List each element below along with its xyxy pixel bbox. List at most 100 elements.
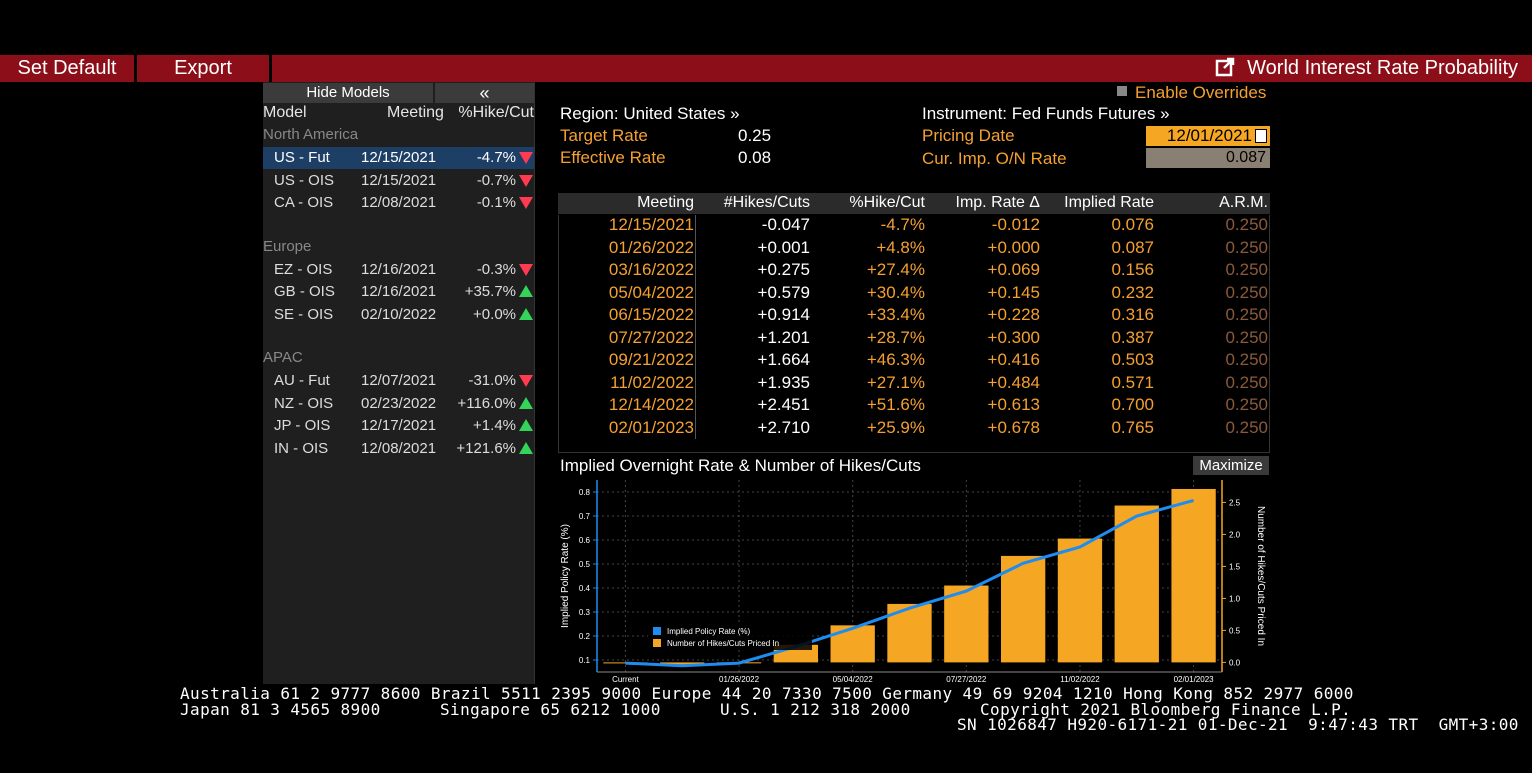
model-row[interactable]: US - OIS 12/15/2021 -0.7% [263,170,534,192]
meeting-date: 12/08/2021 [361,439,437,457]
y2-tick-label: 2.5 [1229,498,1241,507]
table-cell: 01/26/2022 [608,237,694,257]
cur-imp-rate-field[interactable]: 0.087 [1146,148,1270,168]
model-row[interactable]: SE - OIS 02/10/2022 +0.0% [263,304,534,326]
table-row[interactable]: 12/14/2022 +2.451 +51.6% +0.613 0.700 0.250 [558,395,1270,418]
pricing-date-label: Pricing Date [922,126,1015,145]
legend-swatch [653,627,661,635]
hike-cut-pct: -0.1% [476,194,516,211]
meeting-date: 02/23/2022 [361,394,437,412]
cur-imp-rate-label: Cur. Imp. O/N Rate [922,149,1067,168]
bar-hikes-cuts [1057,538,1103,663]
model-name: CA - OIS [274,194,334,211]
arrow-up-icon [519,307,533,320]
hide-models-button[interactable]: Hide Models [263,83,433,103]
table-cell: +33.4% [866,305,925,324]
table-cell: 12/14/2022 [608,395,694,414]
footer-contacts-line1: Australia 61 2 9777 8600 Brazil 5511 239… [180,684,1354,703]
column-header-hike-cut[interactable]: %Hike/Cut [458,104,534,121]
table-cell: -0.047 [761,215,810,234]
model-row[interactable]: CA - OIS 12/08/2021 -0.1% [263,192,534,214]
table-cell: 03/16/2022 [608,260,694,279]
table-cell: +0.914 [757,305,810,324]
y-tick-label: 0.7 [579,512,591,521]
table-row[interactable]: 01/26/2022 +0.001 +4.8% +0.000 0.087 0.250 [558,238,1270,261]
model-row[interactable]: NZ - OIS 02/23/2022 +116.0% [263,393,534,415]
column-header-model[interactable]: Model [263,104,307,121]
table-row[interactable]: 02/01/2023 +2.710 +25.9% +0.678 0.765 0.250 [558,418,1270,441]
table-row[interactable]: 06/15/2022 +0.914 +33.4% +0.228 0.316 0.250 [558,305,1270,328]
export-button[interactable]: Export [174,57,232,79]
model-row[interactable]: EZ - OIS 12/16/2021 -0.3% [263,259,534,281]
table-cell: 0.571 [1111,372,1154,392]
column-header-meeting[interactable]: Meeting [387,104,444,121]
table-row[interactable]: 12/15/2021 -0.047 -4.7% -0.012 0.076 0.250 [558,215,1270,238]
collapse-panel-button[interactable]: « [435,83,534,103]
arrow-down-icon [519,375,533,387]
table-cell: 0.232 [1111,282,1154,302]
table-cell: +46.3% [866,350,925,369]
model-row[interactable]: AU - Fut 12/07/2021 -31.0% [263,370,534,392]
model-row[interactable]: US - Fut 12/15/2021 -4.7% [263,147,534,169]
y-tick-label: 0.4 [579,584,591,593]
table-cell: +30.4% [866,282,925,302]
y2-tick-label: 1.0 [1229,594,1241,603]
table-cell: +4.8% [876,237,925,257]
maximize-button[interactable]: Maximize [1193,456,1269,475]
table-row[interactable]: 03/16/2022 +0.275 +27.4% +0.069 0.156 0.250 [558,260,1270,283]
enable-overrides-checkbox[interactable] [1117,86,1127,96]
table-cell: 09/21/2022 [608,350,694,369]
table-cell: +2.451 [757,395,810,414]
hike-cut-pct: -31.0% [468,372,516,389]
hike-cut-pct: +35.7% [464,283,516,300]
group-header: APAC [263,349,303,366]
model-row[interactable]: JP - OIS 12/17/2021 +1.4% [263,415,534,437]
table-cell: +0.579 [757,282,810,302]
y-tick-label: 0.3 [579,608,591,617]
table-row[interactable]: 07/27/2022 +1.201 +28.7% +0.300 0.387 0.250 [558,328,1270,351]
region-selector[interactable]: Region: United States » [560,104,740,123]
table-row[interactable]: 05/04/2022 +0.579 +30.4% +0.145 0.232 0.250 [558,283,1270,306]
group-header: North America [263,126,359,143]
footer-contact-japan: Japan 81 3 4565 8900 [180,700,381,719]
effective-rate-value: 0.08 [738,148,772,167]
legend-label: Number of Hikes/Cuts Priced In [667,639,779,648]
table-column-header[interactable]: %Hike/Cut [849,194,925,211]
table-cell: +2.710 [757,417,810,437]
table-column-header[interactable]: Meeting [637,194,694,211]
table-column-header[interactable]: Imp. Rate Δ [955,194,1041,211]
table-cell: 0.250 [1225,395,1268,414]
arrow-up-icon [519,441,533,454]
table-column-header[interactable]: A.R.M. [1219,194,1268,211]
calendar-icon[interactable] [1255,129,1267,143]
y2-axis-label: Number of Hikes/Cuts Priced In [1255,506,1266,646]
legend-swatch [653,639,661,647]
table-row[interactable]: 09/21/2022 +1.664 +46.3% +0.416 0.503 0.250 [558,350,1270,373]
set-default-button[interactable]: Set Default [17,57,117,79]
table-column-header[interactable]: Implied Rate [1064,194,1154,211]
table-cell: 0.316 [1111,305,1154,324]
enable-overrides-label[interactable]: Enable Overrides [1135,83,1267,102]
toolbar-divider [269,55,272,82]
table-cell: 0.156 [1111,260,1154,279]
table-column-header[interactable]: #Hikes/Cuts [723,194,810,211]
y2-tick-label: 0.0 [1229,658,1241,667]
table-cell: +0.678 [987,417,1040,437]
pricing-date-field[interactable]: 12/01/2021 [1146,126,1270,146]
top-toolbar: Set Default Export World Interest Rate P… [0,55,1532,82]
bar-hikes-cuts [603,662,648,664]
table-row[interactable]: 11/02/2022 +1.935 +27.1% +0.484 0.571 0.250 [558,373,1270,396]
arrow-down-icon [519,263,533,276]
y2-tick-label: 0.5 [1229,626,1241,635]
table-cell: +0.069 [987,260,1040,279]
y-tick-label: 0.6 [579,536,591,545]
table-cell: +0.145 [987,282,1040,302]
popout-icon[interactable] [1215,57,1235,77]
table-cell: 0.387 [1111,327,1154,347]
model-row[interactable]: GB - OIS 12/16/2021 +35.7% [263,281,534,303]
model-row[interactable]: IN - OIS 12/08/2021 +121.6% [263,438,534,460]
table-cell: +1.664 [757,350,810,369]
instrument-selector[interactable]: Instrument: Fed Funds Futures » [922,104,1170,123]
table-cell: 0.503 [1111,350,1154,369]
arrow-up-icon [519,285,533,297]
